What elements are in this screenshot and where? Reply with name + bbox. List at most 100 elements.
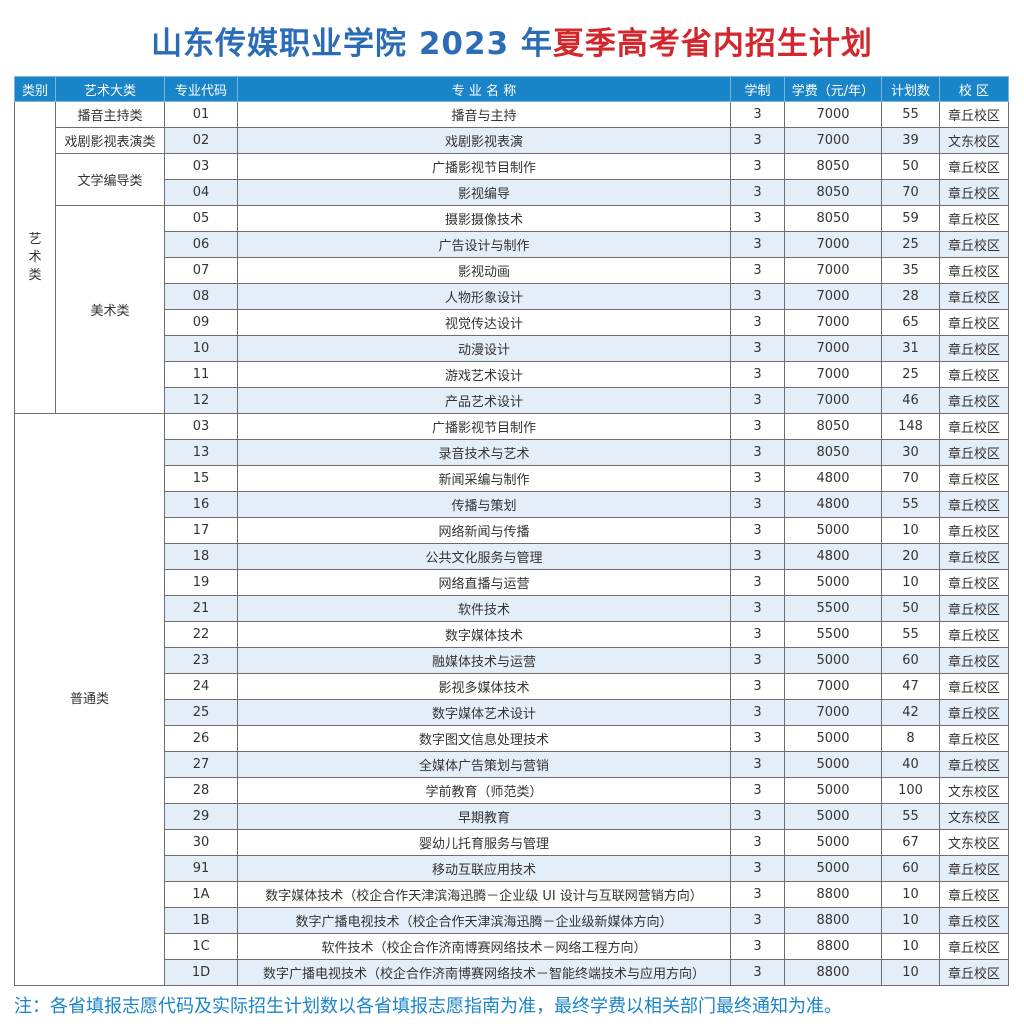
table-row: 07 影视动画 3 7000 35 章丘校区	[15, 257, 1009, 284]
major-code-cell: 21	[164, 595, 238, 622]
plan-count-cell: 55	[881, 491, 940, 518]
duration-cell: 3	[730, 439, 785, 466]
plan-count-cell: 47	[881, 673, 940, 700]
duration-cell: 3	[730, 387, 785, 414]
plan-count-cell: 10	[881, 907, 940, 934]
tuition-cell: 8050	[784, 153, 882, 180]
campus-cell: 章丘校区	[939, 881, 1009, 908]
major-code-cell: 13	[164, 439, 238, 466]
campus-cell: 章丘校区	[939, 335, 1009, 362]
major-name-cell: 数字媒体技术（校企合作天津滨海迅腾－企业级 UI 设计与互联网营销方向）	[237, 881, 731, 908]
table-row: 91 移动互联应用技术 3 5000 60 章丘校区	[15, 855, 1009, 882]
major-name-cell: 戏剧影视表演	[237, 127, 731, 154]
duration-cell: 3	[730, 335, 785, 362]
campus-cell: 章丘校区	[939, 465, 1009, 492]
major-name-cell: 网络直播与运营	[237, 569, 731, 596]
duration-cell: 3	[730, 127, 785, 154]
duration-cell: 3	[730, 101, 785, 128]
tuition-cell: 5000	[784, 517, 882, 544]
header-campus: 校 区	[939, 76, 1009, 102]
major-name-cell: 摄影摄像技术	[237, 205, 731, 232]
duration-cell: 3	[730, 855, 785, 882]
major-name-cell: 人物形象设计	[237, 283, 731, 310]
campus-cell: 章丘校区	[939, 517, 1009, 544]
major-code-cell: 10	[164, 335, 238, 362]
table-row: 06 广告设计与制作 3 7000 25 章丘校区	[15, 231, 1009, 258]
plan-count-cell: 59	[881, 205, 940, 232]
plan-count-cell: 10	[881, 881, 940, 908]
tuition-cell: 7000	[784, 283, 882, 310]
major-name-cell: 新闻采编与制作	[237, 465, 731, 492]
table-row: 文学编导类 03 广播影视节目制作 3 8050 50 章丘校区	[15, 153, 1009, 206]
duration-cell: 3	[730, 465, 785, 492]
table-row: 19 网络直播与运营 3 5000 10 章丘校区	[15, 569, 1009, 596]
duration-cell: 3	[730, 829, 785, 856]
duration-cell: 3	[730, 881, 785, 908]
duration-cell: 3	[730, 491, 785, 518]
major-code-cell: 05	[164, 205, 238, 232]
campus-cell: 章丘校区	[939, 231, 1009, 258]
art-class-cell: 播音主持类	[55, 101, 165, 128]
major-code-cell: 15	[164, 465, 238, 492]
major-name-cell: 广播影视节目制作	[237, 153, 731, 180]
table-row: 艺 术 类播音主持类 01 播音与主持 3 7000 55 章丘校区	[14, 101, 1009, 414]
duration-cell: 3	[730, 205, 785, 232]
major-name-cell: 游戏艺术设计	[237, 361, 731, 388]
major-name-cell: 影视编导	[237, 179, 731, 206]
duration-cell: 3	[730, 179, 785, 206]
tuition-cell: 4800	[784, 491, 882, 518]
footnote: 注：各省填报志愿代码及实际招生计划数以各省填报志愿指南为准，最终学费以相关部门最…	[14, 996, 842, 1017]
table-row: 28 学前教育（师范类） 3 5000 100 文东校区	[15, 777, 1009, 804]
duration-cell: 3	[730, 569, 785, 596]
duration-cell: 3	[730, 959, 785, 986]
campus-cell: 章丘校区	[939, 959, 1009, 986]
duration-cell: 3	[730, 803, 785, 830]
duration-cell: 3	[730, 309, 785, 336]
campus-cell: 文东校区	[939, 829, 1009, 856]
duration-cell: 3	[730, 699, 785, 726]
campus-cell: 章丘校区	[939, 699, 1009, 726]
table-row: 30 婴幼儿托育服务与管理 3 5000 67 文东校区	[15, 829, 1009, 856]
table-row: 04 影视编导 3 8050 70 章丘校区	[15, 179, 1009, 206]
tuition-cell: 5000	[784, 829, 882, 856]
tuition-cell: 8800	[784, 907, 882, 934]
major-code-cell: 24	[164, 673, 238, 700]
major-code-cell: 03	[164, 153, 238, 180]
major-name-cell: 全媒体广告策划与营销	[237, 751, 731, 778]
campus-cell: 章丘校区	[939, 647, 1009, 674]
plan-count-cell: 40	[881, 751, 940, 778]
plan-count-cell: 148	[881, 413, 940, 440]
campus-cell: 章丘校区	[939, 933, 1009, 960]
campus-cell: 章丘校区	[939, 257, 1009, 284]
plan-count-cell: 25	[881, 231, 940, 258]
major-code-cell: 27	[164, 751, 238, 778]
duration-cell: 3	[730, 283, 785, 310]
table-row: 美术类 05 摄影摄像技术 3 8050 59 章丘校区	[15, 205, 1009, 414]
campus-cell: 章丘校区	[939, 439, 1009, 466]
campus-cell: 文东校区	[939, 127, 1009, 154]
plan-count-cell: 55	[881, 803, 940, 830]
major-code-cell: 1B	[164, 907, 238, 934]
tuition-cell: 7000	[784, 387, 882, 414]
plan-count-cell: 10	[881, 569, 940, 596]
header-tuition: 学费（元/年）	[784, 76, 882, 102]
campus-cell: 章丘校区	[939, 101, 1009, 128]
major-name-cell: 学前教育（师范类）	[237, 777, 731, 804]
campus-cell: 文东校区	[939, 777, 1009, 804]
major-code-cell: 09	[164, 309, 238, 336]
duration-cell: 3	[730, 231, 785, 258]
duration-cell: 3	[730, 673, 785, 700]
duration-cell: 3	[730, 725, 785, 752]
table-row: 10 动漫设计 3 7000 31 章丘校区	[15, 335, 1009, 362]
tuition-cell: 7000	[784, 101, 882, 128]
duration-cell: 3	[730, 907, 785, 934]
duration-cell: 3	[730, 413, 785, 440]
major-code-cell: 01	[164, 101, 238, 128]
table-header-row: 类别 艺术大类 专业代码 专 业 名 称 学制 学费（元/年） 计划数 校 区	[14, 76, 1009, 102]
major-code-cell: 29	[164, 803, 238, 830]
table-row: 17 网络新闻与传播 3 5000 10 章丘校区	[15, 517, 1009, 544]
title-part1: 山东传媒职业学院 2023 年	[151, 26, 553, 62]
header-art-class: 艺术大类	[55, 76, 165, 102]
duration-cell: 3	[730, 595, 785, 622]
campus-cell: 章丘校区	[939, 309, 1009, 336]
